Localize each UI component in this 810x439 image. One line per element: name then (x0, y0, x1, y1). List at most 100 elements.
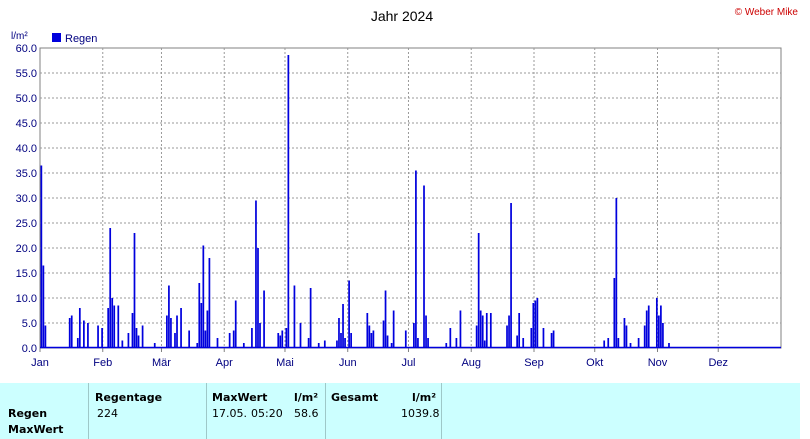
rain-bar (404, 330, 407, 348)
gesamt-column: Gesamt l/m² 1039.8 (326, 383, 442, 439)
x-tick-label: Aug (461, 357, 481, 369)
rain-bar (259, 323, 261, 348)
rain-bar (78, 308, 81, 348)
rain-bar (107, 308, 110, 348)
y-tick-label: 5.0 (22, 318, 37, 330)
rain-bar (445, 343, 448, 348)
rain-bar (344, 338, 346, 348)
rain-bar (242, 343, 245, 348)
rain-bar (382, 320, 385, 348)
maxwert-unit: l/m² (294, 391, 319, 404)
rain-bar (534, 300, 537, 348)
rain-bar (121, 340, 124, 348)
rain-bar (477, 233, 480, 348)
rain-bar (532, 303, 535, 348)
rain-bar (483, 340, 486, 348)
rain-bar (170, 318, 172, 348)
rain-bar (70, 315, 73, 348)
rain-bar (293, 285, 296, 348)
rain-bar (323, 340, 326, 348)
rain-bar (625, 325, 628, 348)
rain-bar (340, 333, 342, 348)
rain-bar (135, 328, 138, 348)
rain-bar (196, 343, 199, 348)
rain-bar (87, 323, 89, 348)
x-tick-label: Mai (276, 357, 294, 369)
rain-bar (479, 310, 482, 348)
rain-bar (204, 330, 207, 348)
rain-bar (342, 304, 344, 348)
rain-bar (101, 328, 103, 348)
rain-bar (317, 343, 320, 348)
y-tick-label: 50.0 (16, 93, 37, 105)
y-tick-label: 25.0 (16, 218, 37, 230)
rain-bar (83, 320, 85, 348)
rain-bar (518, 313, 521, 348)
rain-bar (109, 228, 112, 348)
rain-bar (392, 310, 395, 348)
rain-bar (174, 333, 176, 348)
rain-bar (117, 305, 120, 348)
rain-bar (279, 335, 282, 348)
rain-bar (281, 330, 284, 348)
maxwert-time: 05:20 (251, 407, 283, 420)
rain-bar (188, 330, 191, 348)
rain-bar (338, 318, 340, 348)
chart-title: Jahr 2024 (371, 8, 433, 24)
rain-bar (255, 200, 257, 348)
rain-bar (427, 338, 429, 348)
rain-bar (198, 283, 201, 348)
rain-chart: Jahr 2024 © Weber Mike l/m² Regen 0.0 5.0… (11, 7, 798, 369)
rain-bar (386, 335, 389, 348)
rain-bar (372, 330, 375, 348)
rain-bar (251, 328, 253, 348)
rain-bar (309, 288, 312, 348)
y-tick-label: 35.0 (16, 168, 37, 180)
x-tick-label: Jan (31, 357, 49, 369)
rain-bar (111, 298, 114, 348)
rain-bar (617, 338, 620, 348)
x-tick-label: Mär (152, 357, 171, 369)
rain-bar (166, 315, 168, 348)
rain-bar (629, 343, 632, 348)
regentage-column: Regentage 224 (89, 383, 207, 439)
rain-bar (613, 278, 616, 348)
gesamt-value: 1039.8 (401, 407, 440, 420)
regentage-value: 224 (97, 407, 118, 420)
rain-bar (655, 298, 658, 348)
rain-bar (42, 265, 45, 348)
x-tick-label: Apr (216, 357, 233, 369)
rain-bar (459, 310, 462, 348)
rain-bar (153, 343, 156, 348)
rain-bar (390, 343, 393, 348)
rain-bar (530, 328, 533, 348)
rain-bar (668, 343, 670, 348)
row-label-maxwert: MaxWert (8, 423, 64, 436)
rain-bar (603, 340, 606, 348)
rain-bar (137, 335, 140, 348)
rain-bar (475, 325, 478, 348)
rain-bar (208, 258, 211, 348)
rain-bar (141, 325, 144, 348)
rain-bar (350, 333, 352, 348)
gesamt-unit: l/m² (412, 391, 437, 404)
rain-bar (97, 325, 99, 348)
y-tick-label: 0.0 (22, 343, 37, 355)
row-label-regen: Regen (8, 407, 48, 420)
rain-bar (455, 338, 458, 348)
gesamt-header: Gesamt (331, 391, 379, 404)
rain-bar (550, 333, 553, 348)
rain-bar (200, 303, 203, 348)
grid-lines (40, 48, 781, 348)
rain-bar (449, 328, 452, 348)
rain-bar (44, 325, 47, 348)
summary-table: Regen MaxWert Regentage 224 MaxWert l/m²… (0, 383, 800, 439)
x-tick-label: Jul (401, 357, 415, 369)
rain-bar (522, 338, 525, 348)
x-tick-label: Okt (586, 357, 603, 369)
rain-bar (607, 338, 610, 348)
rain-bar (180, 308, 182, 348)
rain-bar (277, 333, 280, 348)
rain-bar (366, 313, 369, 348)
rain-bar (40, 165, 43, 348)
